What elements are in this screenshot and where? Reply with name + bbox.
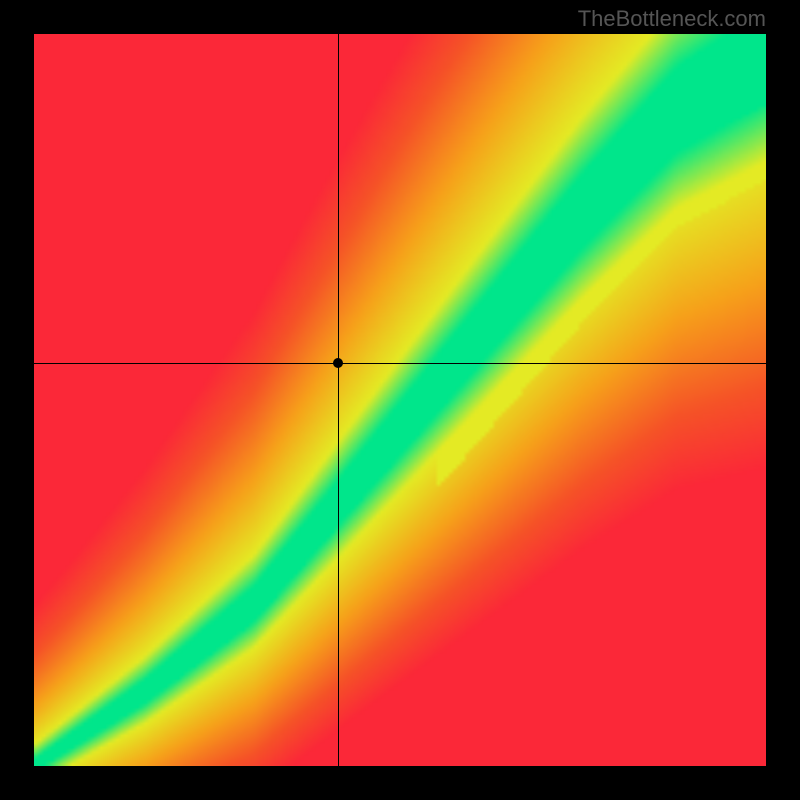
heatmap-canvas bbox=[34, 34, 766, 766]
crosshair-vertical bbox=[338, 34, 339, 766]
watermark: TheBottleneck.com bbox=[578, 6, 766, 32]
crosshair-horizontal bbox=[34, 363, 766, 364]
bottleneck-heatmap bbox=[34, 34, 766, 766]
selection-marker bbox=[333, 358, 343, 368]
